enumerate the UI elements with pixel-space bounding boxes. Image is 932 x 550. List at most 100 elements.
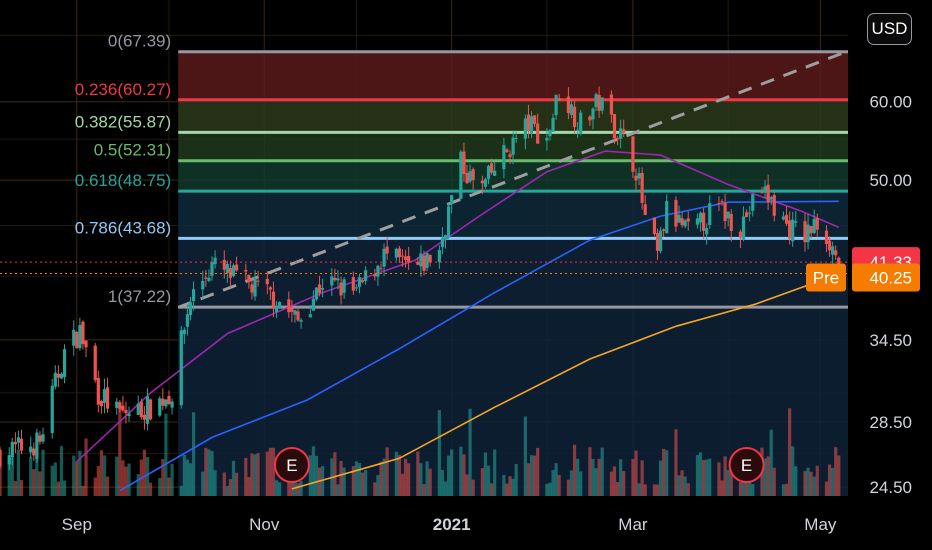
volume-bar bbox=[145, 457, 150, 496]
candle-body bbox=[545, 137, 549, 141]
volume-bar bbox=[231, 460, 236, 496]
volume-bar bbox=[170, 463, 174, 496]
volume-bar bbox=[333, 452, 337, 496]
volume-bar bbox=[115, 456, 119, 496]
volume-bar bbox=[29, 456, 33, 496]
candle-body bbox=[450, 195, 454, 205]
volume-bar bbox=[38, 471, 42, 496]
candle-body bbox=[299, 320, 303, 322]
volume-bar bbox=[422, 484, 426, 496]
fib-zone bbox=[178, 160, 849, 192]
volume-bar bbox=[53, 462, 57, 496]
y-axis[interactable]: 60.00 50.00 34.50 28.50 24.50 bbox=[869, 93, 912, 497]
currency-button[interactable]: USD bbox=[867, 13, 912, 45]
volume-bar bbox=[148, 482, 153, 496]
candle-body bbox=[705, 228, 709, 235]
candle-body bbox=[523, 118, 527, 139]
candle-body bbox=[394, 248, 398, 258]
candle-body bbox=[339, 282, 343, 296]
candle-body bbox=[121, 405, 125, 411]
volume-bar bbox=[536, 447, 540, 496]
candle-body bbox=[738, 231, 743, 238]
volume-bar bbox=[81, 485, 85, 496]
candle-body bbox=[440, 237, 445, 248]
volume-bar bbox=[244, 457, 248, 496]
candle-body bbox=[78, 325, 82, 349]
volume-bar bbox=[705, 459, 709, 496]
earnings-marker[interactable]: E bbox=[728, 447, 765, 483]
x-axis[interactable]: Sep Nov 2021 Mar May bbox=[62, 515, 837, 534]
volume-bar bbox=[336, 484, 340, 496]
candle-body bbox=[354, 287, 359, 289]
volume-bar bbox=[250, 453, 254, 496]
candle-body bbox=[622, 129, 626, 133]
candle-body bbox=[486, 165, 491, 179]
candle-body bbox=[115, 401, 119, 409]
candle-body bbox=[7, 455, 11, 465]
y-tick-label: 50.00 bbox=[869, 171, 912, 190]
candle-body bbox=[489, 163, 494, 173]
volume-bar bbox=[59, 446, 64, 496]
volume-bar bbox=[600, 447, 604, 496]
volume-bar bbox=[551, 470, 555, 496]
candle-body bbox=[379, 268, 383, 270]
fib-level-label: 0.236(60.27) bbox=[75, 80, 171, 99]
volume-bar bbox=[41, 449, 45, 496]
candle-body bbox=[462, 151, 466, 174]
candle-body bbox=[834, 250, 838, 256]
candle-body bbox=[760, 192, 764, 194]
candle-body bbox=[729, 214, 733, 231]
candle-body bbox=[382, 248, 386, 267]
volume-bar bbox=[234, 472, 239, 496]
volume-bar bbox=[62, 480, 67, 496]
candle-body bbox=[385, 246, 389, 254]
volume-bar bbox=[342, 467, 346, 496]
candle-body bbox=[720, 201, 724, 203]
volume-bar bbox=[185, 459, 190, 496]
candle-body bbox=[185, 314, 190, 327]
candle-body bbox=[683, 220, 687, 227]
candle-body bbox=[680, 218, 684, 226]
candle-body bbox=[213, 257, 217, 265]
volume-bar bbox=[631, 458, 635, 496]
volume-bar bbox=[729, 462, 733, 496]
candle-body bbox=[59, 373, 64, 379]
candle-body bbox=[631, 136, 635, 172]
candle-body bbox=[265, 278, 269, 285]
volume-bar bbox=[834, 447, 838, 496]
candle-body bbox=[296, 311, 300, 321]
volume-bar bbox=[10, 458, 14, 496]
candle-body bbox=[600, 97, 604, 111]
fibonacci-levels[interactable] bbox=[178, 50, 848, 309]
volume-bar bbox=[619, 459, 623, 496]
candle-body bbox=[364, 270, 368, 281]
volume-bar bbox=[806, 467, 810, 496]
volume-bar bbox=[594, 468, 598, 496]
candle-body bbox=[831, 246, 835, 255]
volume-bar bbox=[652, 484, 657, 496]
candle-body bbox=[640, 172, 644, 203]
candle-body bbox=[158, 398, 162, 416]
volume-bar bbox=[674, 429, 678, 496]
fibonacci-zones bbox=[178, 51, 849, 496]
volume-bar bbox=[791, 446, 795, 496]
volume-bar bbox=[471, 479, 475, 496]
candle-body bbox=[170, 401, 174, 408]
volume-bar bbox=[274, 480, 279, 496]
volume-bar bbox=[720, 480, 724, 496]
candle-body bbox=[698, 212, 703, 223]
candle-body bbox=[148, 399, 153, 420]
volume-bar bbox=[201, 471, 205, 496]
volume-bar bbox=[207, 449, 211, 496]
volume-bar bbox=[569, 470, 574, 496]
volume-bar bbox=[695, 455, 700, 496]
volume-bar bbox=[831, 467, 835, 496]
earnings-marker[interactable]: E bbox=[273, 447, 310, 483]
moving-average-line bbox=[291, 273, 840, 490]
volume-bar bbox=[394, 451, 398, 496]
candle-body bbox=[428, 254, 432, 263]
volume-bar bbox=[533, 455, 537, 496]
volume-bar bbox=[812, 476, 816, 496]
